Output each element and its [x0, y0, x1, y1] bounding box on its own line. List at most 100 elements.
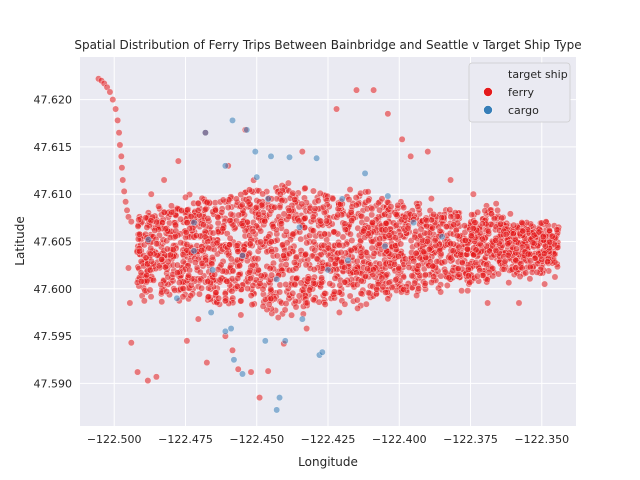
ferry-point [510, 221, 518, 229]
ferry-point [256, 280, 264, 288]
ferry-point [323, 217, 330, 225]
ferry-point [519, 227, 527, 235]
ferry-point [247, 292, 255, 299]
ferry-point [160, 208, 168, 216]
ferry-point [335, 241, 343, 249]
cargo-point [286, 153, 293, 161]
cargo-point [318, 348, 326, 356]
ferry-point [506, 210, 514, 218]
ferry-point [302, 261, 310, 269]
cargo-point [221, 327, 229, 335]
ferry-point [268, 271, 276, 279]
y-tick-label: 47.620 [34, 94, 73, 107]
ferry-point [429, 262, 437, 270]
ferry-point [219, 225, 227, 233]
ferry-point [212, 206, 220, 214]
ferry-point [455, 243, 463, 251]
ferry-point [317, 217, 325, 225]
ferry-point [257, 238, 265, 246]
ferry-point [512, 256, 520, 264]
legend: target ship ferry cargo [468, 62, 571, 123]
ferry-point [331, 288, 338, 296]
ferry-point [334, 211, 342, 219]
ferry-point [198, 246, 206, 254]
ferry-point [177, 215, 185, 223]
cargo-point [190, 219, 198, 227]
ferry-point [478, 235, 486, 243]
ferry-point [183, 240, 191, 248]
ferry-point [273, 236, 281, 244]
ferry-point [438, 214, 446, 222]
ferry-point [282, 300, 290, 308]
ferry-point [413, 241, 421, 249]
ferry-point [465, 272, 472, 280]
ferry-point [449, 247, 457, 255]
ferry-point [360, 227, 368, 235]
cargo-point [201, 129, 209, 137]
ferry-point [333, 105, 340, 113]
cargo-point [209, 266, 217, 274]
ferry-point [398, 135, 406, 143]
ferry-point [227, 255, 235, 263]
y-tick-labels: 47.590 47.595 47.600 47.605 47.610 47.615 47.6… [34, 94, 73, 391]
ferry-point [346, 292, 354, 300]
ferry-point [413, 292, 421, 299]
ferry-point [447, 176, 455, 184]
ferry-point [357, 289, 365, 297]
ferry-point [205, 244, 213, 252]
cargo-point [361, 169, 369, 177]
x-tick-labels: −122.500 −122.475 −122.450 −122.425 −122.400… [87, 433, 569, 446]
ferry-point [119, 176, 127, 184]
ferry-point [430, 273, 438, 281]
ferry-point [174, 157, 182, 165]
ferry-point [337, 258, 345, 266]
ferry-point [447, 213, 455, 221]
ferry-point [392, 276, 400, 284]
ferry-point [158, 298, 166, 306]
ferry-point [226, 241, 234, 249]
ferry-point [329, 195, 337, 203]
ferry-point [271, 203, 279, 211]
ferry-point [171, 286, 179, 294]
ferry-point [226, 216, 234, 224]
ferry-point [285, 250, 293, 258]
ferry-point [531, 254, 539, 262]
ferry-point [365, 289, 372, 297]
ferry-point [227, 210, 235, 218]
ferry-point [453, 213, 461, 220]
ferry-point [509, 230, 517, 238]
ferry-point [114, 116, 122, 124]
ferry-point [337, 249, 345, 256]
ferry-point [404, 224, 412, 232]
ferry-point [229, 346, 236, 354]
ferry-point [457, 250, 465, 258]
ferry-point [541, 242, 549, 250]
ferry-point [483, 276, 491, 284]
ferry-point [433, 258, 441, 266]
ferry-point [513, 245, 520, 253]
ferry-point [173, 261, 181, 269]
ferry-point [136, 230, 144, 238]
ferry-point [461, 222, 469, 230]
ferry-point [259, 302, 267, 310]
ferry-point [464, 266, 472, 273]
ferry-point [291, 196, 299, 204]
ferry-point [269, 223, 277, 230]
ferry-point [158, 219, 166, 227]
ferry-point [233, 242, 241, 249]
ferry-point [150, 276, 157, 284]
ferry-point [142, 254, 150, 262]
cargo-point [239, 370, 246, 378]
ferry-point [423, 217, 431, 224]
ferry-point [198, 259, 206, 267]
ferry-point [146, 266, 154, 274]
ferry-point [225, 196, 233, 204]
legend-marker-cargo [483, 105, 493, 115]
ferry-point [326, 280, 334, 288]
ferry-point [163, 288, 171, 296]
ferry-point [204, 278, 212, 285]
ferry-point [267, 285, 275, 293]
ferry-point [347, 208, 355, 216]
ferry-point [194, 199, 202, 207]
